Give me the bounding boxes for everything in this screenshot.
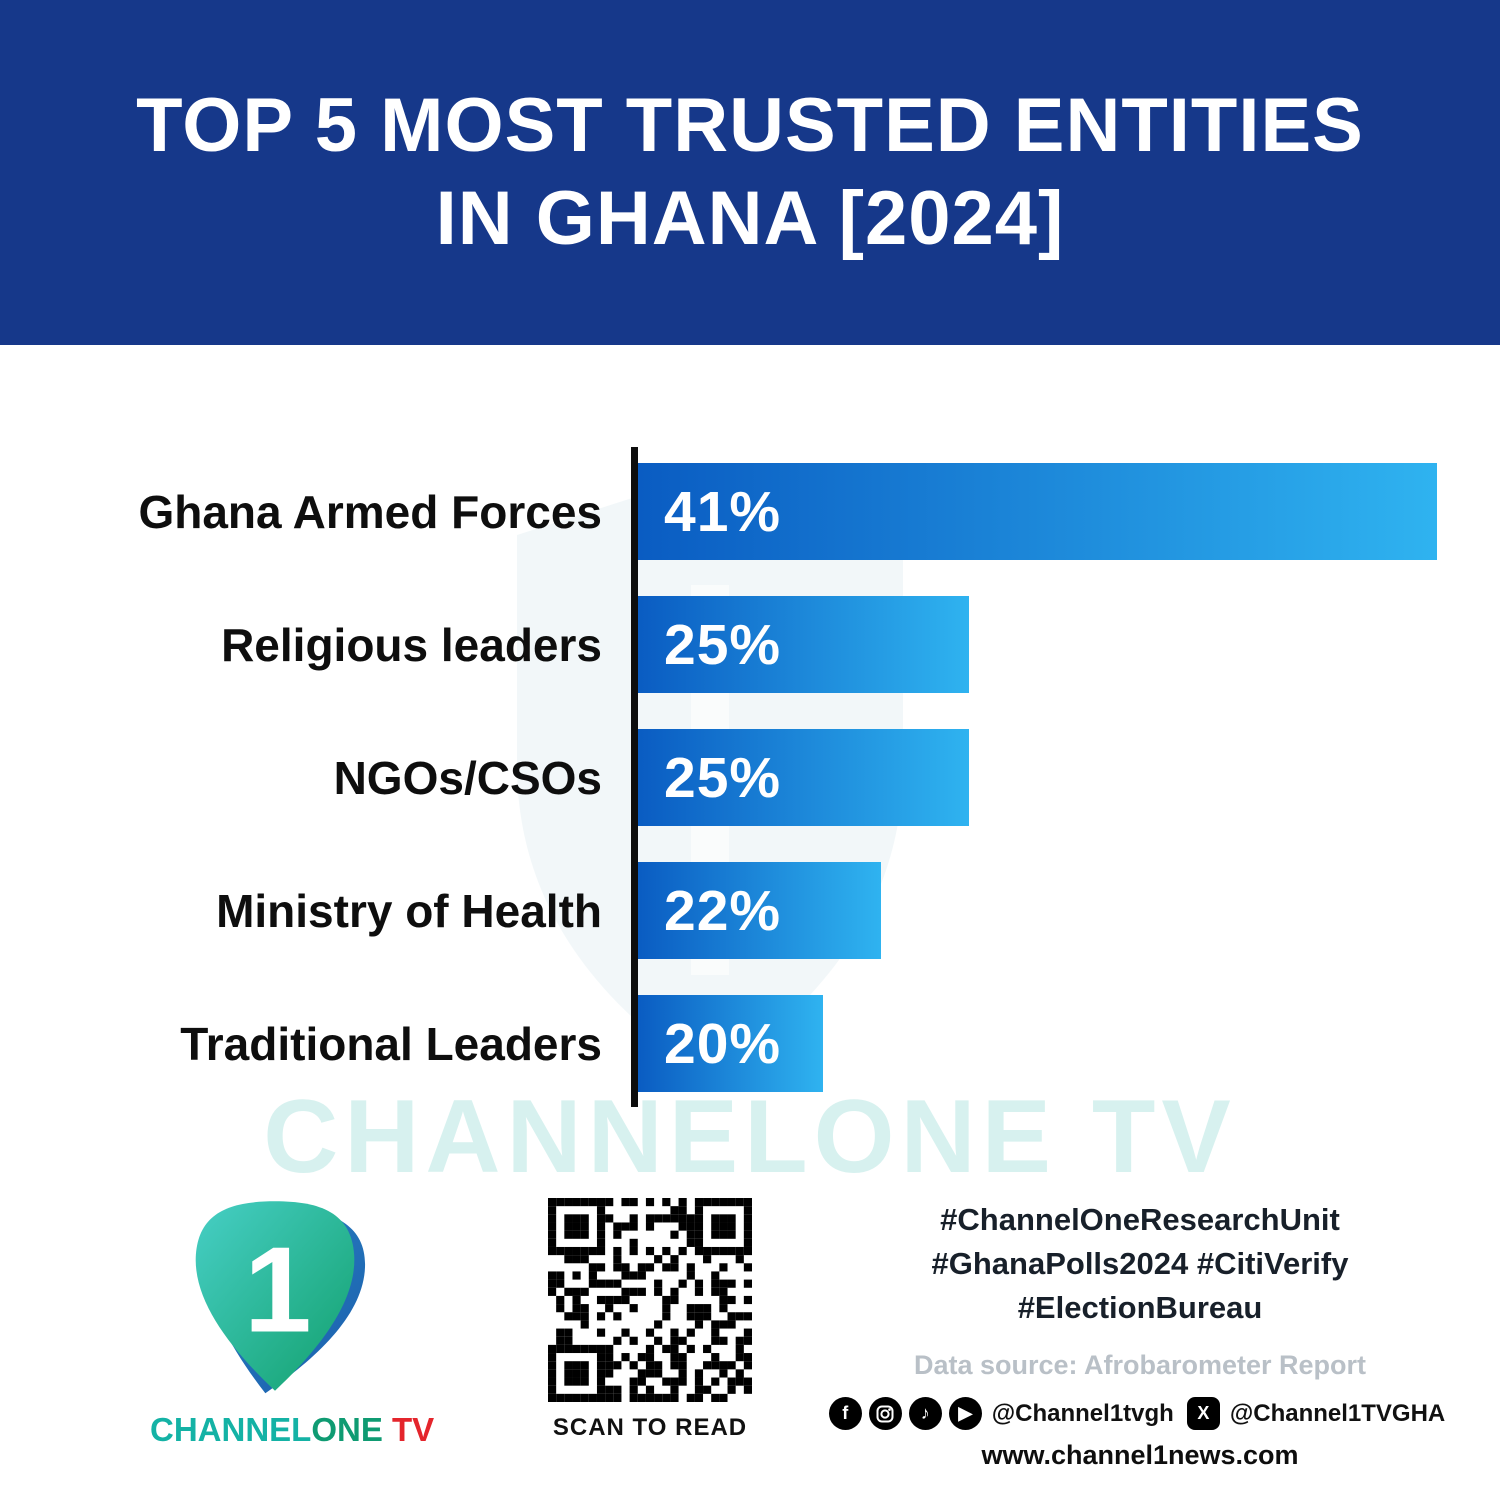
tiktok-icon: ♪ <box>908 1397 942 1431</box>
page-title: TOP 5 MOST TRUSTED ENTITIES IN GHANA [20… <box>136 80 1364 265</box>
chart-row: Traditional Leaders 20% <box>0 995 1437 1092</box>
bar-category-label: Religious leaders <box>221 618 602 671</box>
hashtag-line-2: #GhanaPolls2024 #CitiVerify <box>931 1246 1349 1282</box>
title-line-2: IN GHANA [2024] <box>435 175 1065 261</box>
bar: 41% <box>638 463 1437 560</box>
chart-row: Ghana Armed Forces 41% <box>0 463 1437 560</box>
x-icon: X <box>1186 1397 1220 1431</box>
bar-zone: 20% <box>638 995 1437 1092</box>
footer: 1 CHANNELONE TV SCAN TO READ #ChannelOne… <box>0 1180 1500 1500</box>
bar: 25% <box>638 729 969 826</box>
qr-code <box>548 1198 752 1402</box>
qr-caption: SCAN TO READ <box>552 1414 748 1441</box>
instagram-icon <box>868 1397 902 1431</box>
facebook-icon: f <box>828 1397 862 1431</box>
header: TOP 5 MOST TRUSTED ENTITIES IN GHANA [20… <box>0 0 1500 345</box>
bar: 22% <box>638 862 881 959</box>
chart-row: Ministry of Health 22% <box>0 862 1437 959</box>
bar-value-label: 22% <box>664 878 782 943</box>
bar: 25% <box>638 596 969 693</box>
social-handle-2: @Channel1TVGHA <box>1229 1399 1446 1427</box>
chart-rows: Ghana Armed Forces 41% Religious leaders… <box>0 447 1500 1092</box>
channel-one-logo-icon: 1 <box>195 1201 365 1394</box>
youtube-icon: ▶ <box>948 1397 982 1431</box>
chart-row: Religious leaders 25% <box>0 596 1437 693</box>
bar-category-label: Ghana Armed Forces <box>138 485 602 538</box>
meta-block: #ChannelOneResearchUnit #GhanaPolls2024 … <box>828 1198 1445 1471</box>
logo-numeral: 1 <box>244 1221 312 1357</box>
data-source: Data source: Afrobarometer Report <box>913 1350 1367 1381</box>
bar-zone: 22% <box>638 862 1437 959</box>
chart-row: NGOs/CSOs 25% <box>0 729 1437 826</box>
wordmark-tv: TV <box>382 1411 435 1448</box>
bar-value-label: 41% <box>664 479 782 544</box>
qr-block: SCAN TO READ <box>543 1198 757 1442</box>
hashtag-line-1: #ChannelOneResearchUnit <box>940 1202 1340 1237</box>
chart-axis <box>631 447 638 1107</box>
bar-zone: 25% <box>638 596 1437 693</box>
hashtag-line-3: #ElectionBureau <box>1017 1290 1263 1326</box>
bar: 20% <box>638 995 824 1092</box>
hashtags: #ChannelOneResearchUnit #GhanaPolls2024 … <box>880 1198 1400 1330</box>
bar-chart: Ghana Armed Forces 41% Religious leaders… <box>0 447 1500 1107</box>
bar-value-label: 25% <box>664 612 782 677</box>
bar-value-label: 20% <box>664 1011 782 1076</box>
title-line-1: TOP 5 MOST TRUSTED ENTITIES <box>136 82 1364 168</box>
bar-category-label: NGOs/CSOs <box>333 751 602 804</box>
wordmark-channel: CHANNEL <box>150 1411 312 1448</box>
wordmark-one: ONE <box>311 1411 383 1448</box>
website-url: www.channel1news.com <box>981 1440 1299 1471</box>
bar-zone: 41% <box>638 463 1437 560</box>
social-row: f ♪ ▶ @Channel1tvgh X @Channel1TVGHA <box>828 1397 1445 1431</box>
bar-zone: 25% <box>638 729 1437 826</box>
brand-watermark: CHANNELONE TV <box>263 1079 1237 1195</box>
social-handle-1: @Channel1tvgh <box>991 1399 1174 1427</box>
bar-category-label: Ministry of Health <box>216 884 602 937</box>
channel-one-logo: 1 CHANNELONE TV <box>150 1190 434 1449</box>
logo-wordmark: CHANNELONE TV <box>150 1411 434 1449</box>
bar-category-label: Traditional Leaders <box>180 1017 602 1070</box>
bar-value-label: 25% <box>664 745 782 810</box>
